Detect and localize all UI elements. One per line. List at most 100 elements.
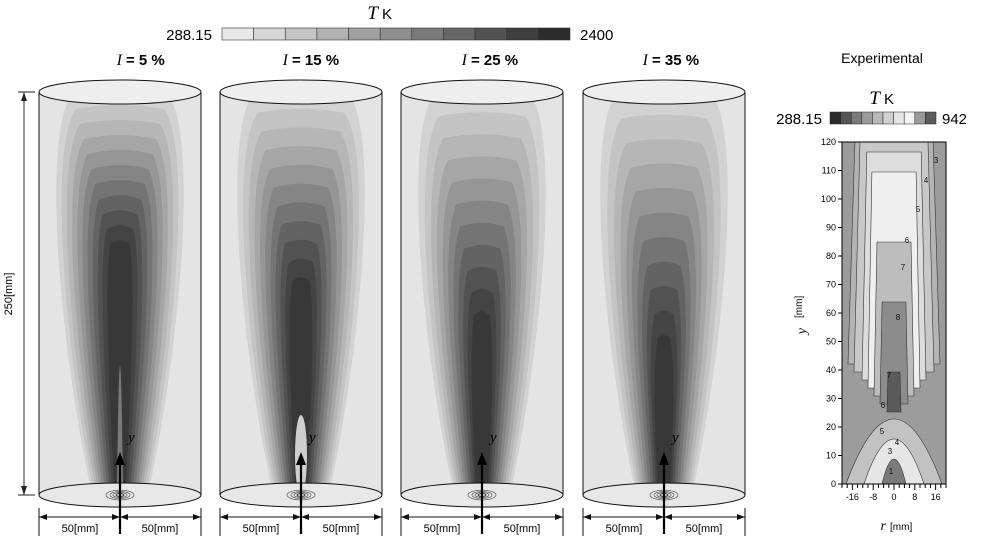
experimental-y-tick-label: 60 xyxy=(826,308,836,318)
experimental-title: Experimental xyxy=(841,50,923,66)
experimental-x-symbol: r xyxy=(881,519,887,534)
experimental-colorbar-cell xyxy=(829,111,841,125)
flame-contour xyxy=(654,335,674,492)
y-axis-symbol: y xyxy=(488,430,497,446)
y-axis-arrowhead xyxy=(115,452,125,465)
experimental-y-tick-label: 70 xyxy=(826,280,836,290)
main-colorbar-cell xyxy=(348,27,381,41)
panel-4-symbol: I xyxy=(642,52,649,69)
experimental-contour-label: 6 xyxy=(881,401,886,410)
main-colorbar-symbol: T xyxy=(367,3,379,24)
cylinder-top-ellipse xyxy=(582,79,746,105)
cylinder-panel-1: y 50[mm] 50[mm] xyxy=(38,79,202,536)
experimental-colorbar-cell xyxy=(850,111,863,125)
experimental-contour-label: 5 xyxy=(916,205,921,214)
experimental-y-tick-label: 0 xyxy=(831,479,836,489)
left-radius-label: 50[mm] xyxy=(606,523,643,535)
panel-2-symbol: I xyxy=(282,52,289,69)
experimental-y-tick-label: 40 xyxy=(826,365,836,375)
experimental-legend-unit: K xyxy=(884,91,894,108)
cylinder-top-ellipse xyxy=(219,79,383,105)
main-colorbar-cell xyxy=(316,27,349,41)
flame-contour xyxy=(289,277,313,492)
panel-1-value: = 5 % xyxy=(126,52,165,69)
main-colorbar-max-label: 2400 xyxy=(580,27,613,44)
flame-contour xyxy=(471,311,493,492)
experimental-x-unit: [mm] xyxy=(890,522,912,533)
experimental-colorbar-cell xyxy=(840,111,852,125)
experimental-y-tick-label: 90 xyxy=(826,223,836,233)
main-colorbar-cell xyxy=(284,27,318,41)
left-radius-label: 50[mm] xyxy=(62,523,99,535)
experimental-contour-label: 5 xyxy=(880,427,885,436)
height-dimension: 250[mm] xyxy=(3,91,35,496)
main-colorbar-unit: K xyxy=(382,6,392,23)
experimental-colorbar-cell xyxy=(872,111,884,125)
experimental-contour-label: 4 xyxy=(895,438,900,447)
experimental-y-tick-label: 110 xyxy=(822,166,836,176)
right-radius-label: 50[mm] xyxy=(323,523,360,535)
experimental-contour-label: 7 xyxy=(901,263,906,272)
experimental-x-tick-label: 16 xyxy=(931,492,941,502)
right-radius-label: 50[mm] xyxy=(504,523,541,535)
experimental-contour-label: 7 xyxy=(887,371,892,380)
cylinder-top-ellipse xyxy=(38,79,202,105)
experimental-colorbar-cell xyxy=(882,111,894,125)
main-colorbar-cell xyxy=(379,27,413,41)
cylinder-top-ellipse xyxy=(400,79,564,105)
experimental-colorbar-cell xyxy=(861,111,873,125)
experimental-colorbar-cell xyxy=(914,111,926,125)
experimental-contour-label: 3 xyxy=(888,447,893,456)
experimental-x-tick-label: -16 xyxy=(846,492,859,502)
y-axis-symbol: y xyxy=(670,430,679,446)
main-colorbar: 288.15 2400 T K xyxy=(166,3,613,44)
cylinder-panel-2: y 50[mm] 50[mm] xyxy=(219,79,383,536)
experimental-x-tick-label: 8 xyxy=(912,492,917,502)
experimental-y-tick-label: 10 xyxy=(826,451,836,461)
experimental-contour-label: 1 xyxy=(889,467,894,476)
experimental-contour-label: 3 xyxy=(934,156,939,165)
experimental-colorbar-cells xyxy=(829,111,937,125)
experimental-colorbar-cell xyxy=(925,111,937,125)
panel-2-value: = 15 % xyxy=(292,52,339,69)
cylinder-panels: y50[mm] 50[mm]y50[mm] 50[mm]y50[mm] 50[mm]y… xyxy=(38,79,746,536)
experimental-y-tick-label: 30 xyxy=(826,394,836,404)
experimental-legend-symbol: T xyxy=(869,88,881,109)
experimental-contour-plot: 3456787654310102030405060708090100110120… xyxy=(821,137,947,502)
panel-3-symbol: I xyxy=(461,52,468,69)
experimental-x-tick-label: -8 xyxy=(869,492,877,502)
experimental-colorbar-cell xyxy=(903,111,916,125)
experimental-max-label: 942 xyxy=(942,111,967,128)
experimental-y-tick-label: 80 xyxy=(826,251,836,261)
experimental-y-unit: [mm] xyxy=(794,296,805,318)
experimental-y-tick-label: 50 xyxy=(826,337,836,347)
experimental-y-symbol: y xyxy=(795,327,810,336)
left-radius-label: 50[mm] xyxy=(243,523,280,535)
right-radius-label: 50[mm] xyxy=(686,523,723,535)
panel-titles: I = 5 % I = 15 % I = 25 % I = 35 % xyxy=(116,52,699,69)
y-axis-symbol: y xyxy=(307,430,316,446)
cylinder-panel-4: y 50[mm] 50[mm] xyxy=(582,79,746,536)
experimental-colorbar-cell xyxy=(893,111,905,125)
main-colorbar-cell xyxy=(221,27,254,41)
main-colorbar-cell xyxy=(538,27,571,41)
experimental-x-tick-label: 0 xyxy=(891,492,896,502)
y-axis-symbol: y xyxy=(126,430,135,446)
left-radius-label: 50[mm] xyxy=(424,523,461,535)
experimental-y-tick-label: 100 xyxy=(821,194,836,204)
experimental-section: Experimental T K 288.15 942 345678765431… xyxy=(776,50,967,534)
experimental-y-tick-label: 20 xyxy=(826,422,836,432)
right-radius-label: 50[mm] xyxy=(142,523,179,535)
experimental-contour xyxy=(886,371,902,413)
main-colorbar-cell xyxy=(253,27,286,41)
panel-3-value: = 25 % xyxy=(471,52,518,69)
main-colorbar-min-label: 288.15 xyxy=(166,27,212,44)
experimental-contour-label: 8 xyxy=(896,313,901,322)
main-colorbar-cell xyxy=(411,27,444,41)
y-axis-arrowhead xyxy=(296,452,306,465)
experimental-y-tick-label: 120 xyxy=(821,137,836,147)
experimental-contour-label: 6 xyxy=(905,236,910,245)
main-colorbar-cell xyxy=(443,27,476,41)
experimental-contour-label: 4 xyxy=(924,176,929,185)
